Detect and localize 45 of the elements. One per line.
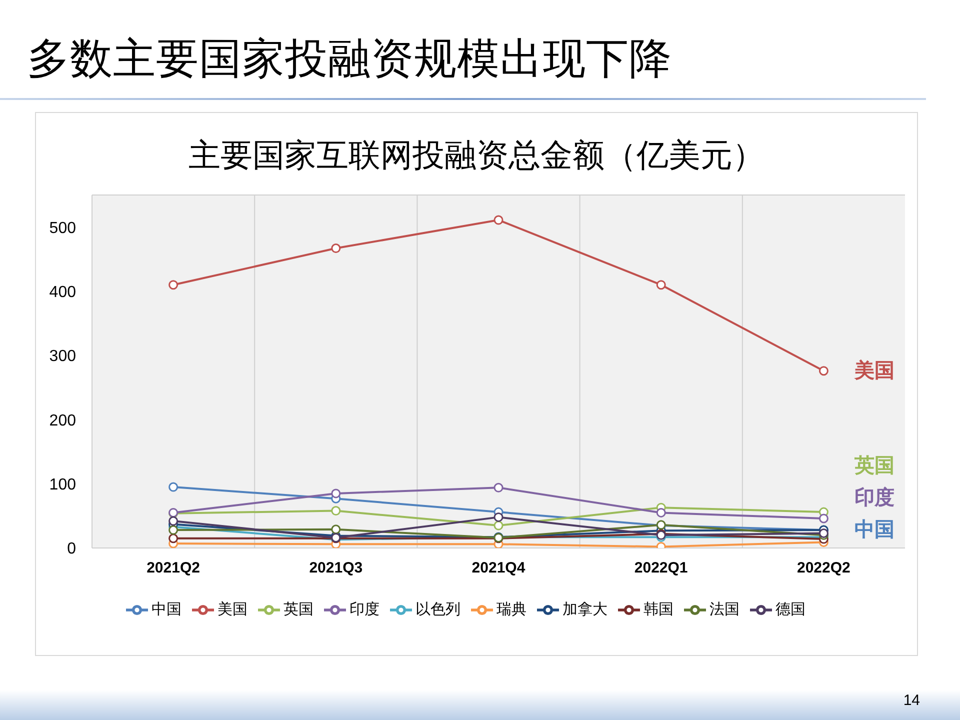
annotation: 美国 bbox=[854, 358, 895, 382]
x-tick-label: 2022Q2 bbox=[797, 560, 850, 577]
point bbox=[656, 280, 666, 290]
point bbox=[494, 482, 504, 492]
y-tick-label: 100 bbox=[49, 476, 76, 494]
point bbox=[494, 512, 504, 522]
legend-label: 瑞典 bbox=[496, 600, 526, 618]
point bbox=[168, 280, 178, 290]
point bbox=[331, 506, 341, 516]
legend-label: 韩国 bbox=[644, 600, 674, 618]
y-tick-label: 500 bbox=[49, 220, 76, 237]
x-tick-label: 2021Q4 bbox=[472, 560, 526, 577]
legend-label: 中国 bbox=[152, 600, 182, 618]
y-tick-label: 300 bbox=[49, 348, 76, 366]
point bbox=[331, 244, 341, 254]
point bbox=[656, 508, 666, 518]
y-tick-label: 400 bbox=[49, 284, 76, 301]
x-tick-label: 2022Q1 bbox=[634, 560, 688, 577]
annotation: 英国 bbox=[854, 455, 895, 478]
y-tick-label: 0 bbox=[67, 540, 76, 558]
point bbox=[168, 534, 178, 544]
text: 14 bbox=[903, 691, 920, 711]
point bbox=[168, 516, 178, 526]
point bbox=[494, 520, 504, 530]
legend-label: 印度 bbox=[350, 600, 380, 618]
point bbox=[168, 482, 178, 492]
x-tick-label: 2021Q2 bbox=[146, 560, 200, 577]
annotation: 印度 bbox=[854, 486, 895, 510]
chart-title: 多数主要国家投融资规模出现下降 bbox=[27, 35, 672, 85]
legend-label: 美国 bbox=[218, 600, 248, 618]
x-tick-label: 2021Q3 bbox=[309, 560, 363, 577]
point bbox=[818, 366, 828, 376]
legend-label: 以色列 bbox=[416, 600, 460, 618]
legend-label: 德国 bbox=[776, 600, 806, 618]
point bbox=[168, 525, 178, 535]
point bbox=[331, 524, 341, 534]
y-tick-label: 200 bbox=[49, 412, 76, 430]
point bbox=[494, 215, 504, 225]
point bbox=[331, 488, 341, 498]
legend-label: 英国 bbox=[284, 600, 314, 618]
legend-label: 加拿大 bbox=[562, 600, 608, 618]
point bbox=[818, 514, 828, 524]
legend-label: 法国 bbox=[710, 600, 740, 618]
annotation: 中国 bbox=[854, 519, 895, 542]
chart-subtitle: 主要国家互联网投融资总金额（亿美元） bbox=[188, 136, 766, 175]
